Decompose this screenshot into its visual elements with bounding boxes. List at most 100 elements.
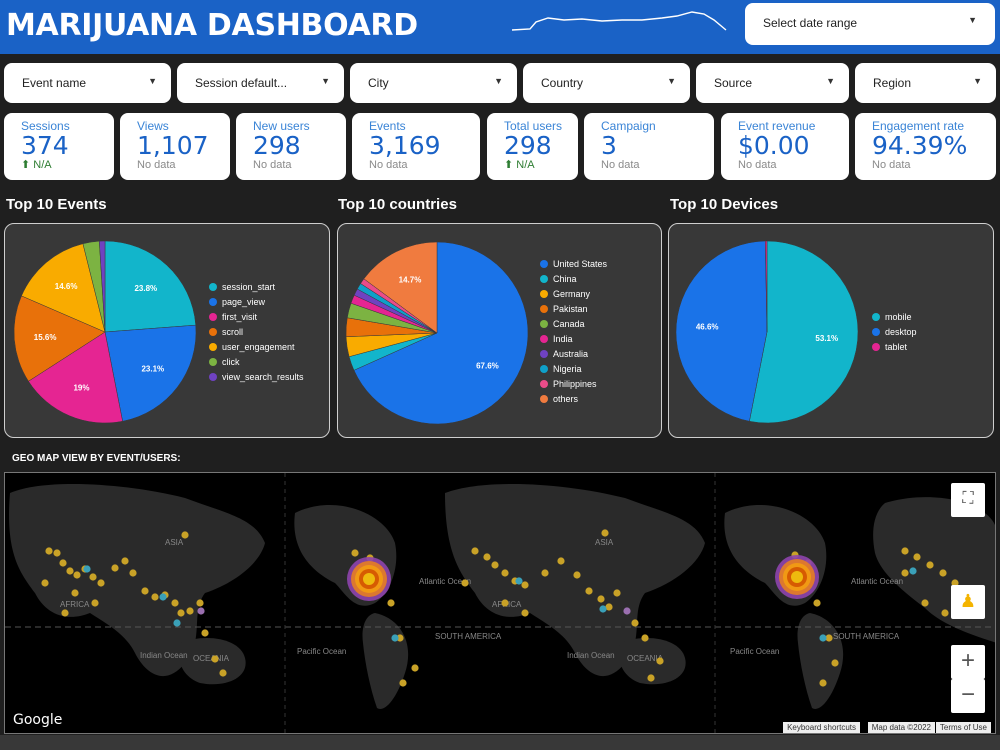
pie-slice[interactable] <box>675 240 768 422</box>
date-range-picker[interactable]: Select date range ▼ <box>745 3 995 45</box>
legend-item[interactable]: Nigeria <box>540 361 607 376</box>
map-marker[interactable] <box>491 561 499 569</box>
map-marker[interactable] <box>219 669 227 677</box>
map-marker[interactable] <box>159 593 167 601</box>
legend-item[interactable]: first_visit <box>209 309 304 324</box>
pie-slice[interactable] <box>99 240 106 333</box>
map-marker[interactable] <box>391 634 399 642</box>
legend-item[interactable]: page_view <box>209 294 304 309</box>
map-marker[interactable] <box>941 609 949 617</box>
zoom-out-button[interactable]: − <box>951 679 985 713</box>
map-marker[interactable] <box>501 569 509 577</box>
map-marker[interactable] <box>351 549 359 557</box>
map-marker[interactable] <box>601 529 609 537</box>
legend-item[interactable]: tablet <box>872 339 917 354</box>
map-marker[interactable] <box>521 581 529 589</box>
pie-slice[interactable] <box>104 324 197 422</box>
map-marker[interactable] <box>411 664 419 672</box>
map-marker[interactable] <box>83 565 91 573</box>
map-marker[interactable] <box>585 587 593 595</box>
keyboard-shortcuts-link[interactable]: Keyboard shortcuts <box>783 722 860 733</box>
map-marker[interactable] <box>41 579 49 587</box>
map-marker[interactable] <box>197 607 205 615</box>
map-marker[interactable] <box>129 569 137 577</box>
zoom-in-button[interactable]: + <box>951 645 985 679</box>
legend-item[interactable]: scroll <box>209 324 304 339</box>
map-marker[interactable] <box>939 569 947 577</box>
map-marker[interactable] <box>573 571 581 579</box>
map-marker[interactable] <box>521 609 529 617</box>
pie-slice[interactable] <box>104 240 197 333</box>
map-marker[interactable] <box>121 557 129 565</box>
map-marker[interactable] <box>951 579 959 587</box>
filter-session-default[interactable]: Session default... ▼ <box>177 63 344 103</box>
map-marker[interactable] <box>71 589 79 597</box>
pie-slice[interactable] <box>28 331 123 424</box>
pie-slice[interactable] <box>363 241 438 334</box>
map-marker[interactable] <box>605 603 613 611</box>
map-marker[interactable] <box>825 634 833 642</box>
street-view-pegman-icon[interactable]: ♟ <box>951 585 985 619</box>
map-marker[interactable] <box>557 557 565 565</box>
map-marker[interactable] <box>461 579 469 587</box>
map-marker[interactable] <box>613 589 621 597</box>
map-marker[interactable] <box>819 679 827 687</box>
filter-event-name[interactable]: Event name ▼ <box>4 63 171 103</box>
legend-item[interactable]: Pakistan <box>540 301 607 316</box>
map-marker[interactable] <box>597 595 605 603</box>
map-marker[interactable] <box>173 619 181 627</box>
legend-item[interactable]: others <box>540 391 607 406</box>
map-marker[interactable] <box>181 531 189 539</box>
map-marker[interactable] <box>631 619 639 627</box>
map-marker[interactable] <box>647 674 655 682</box>
filter-region[interactable]: Region ▼ <box>855 63 996 103</box>
map-cluster-marker[interactable] <box>791 571 803 583</box>
legend-item[interactable]: user_engagement <box>209 339 304 354</box>
map-marker[interactable] <box>91 599 99 607</box>
legend-item[interactable]: India <box>540 331 607 346</box>
pie-slice[interactable] <box>21 243 106 333</box>
map-marker[interactable] <box>211 655 219 663</box>
map-marker[interactable] <box>186 607 194 615</box>
map-marker[interactable] <box>926 561 934 569</box>
filter-city[interactable]: City ▼ <box>350 63 517 103</box>
map-marker[interactable] <box>901 547 909 555</box>
map-marker[interactable] <box>599 605 607 613</box>
map-marker[interactable] <box>177 609 185 617</box>
map-marker[interactable] <box>501 599 509 607</box>
map-cluster-marker[interactable] <box>363 573 375 585</box>
map-marker[interactable] <box>396 634 404 642</box>
map-marker[interactable] <box>641 634 649 642</box>
legend-item[interactable]: China <box>540 271 607 286</box>
map-marker[interactable] <box>151 593 159 601</box>
filter-source[interactable]: Source ▼ <box>696 63 849 103</box>
pie-slice[interactable] <box>353 241 529 425</box>
map-marker[interactable] <box>171 599 179 607</box>
filter-country[interactable]: Country ▼ <box>523 63 690 103</box>
map-marker[interactable] <box>921 599 929 607</box>
legend-item[interactable]: United States <box>540 256 607 271</box>
legend-item[interactable]: view_search_results <box>209 369 304 384</box>
map-marker[interactable] <box>53 549 61 557</box>
map-marker[interactable] <box>399 679 407 687</box>
fullscreen-icon[interactable]: ⛶ <box>951 483 985 517</box>
map-marker[interactable] <box>141 587 149 595</box>
legend-item[interactable]: mobile <box>872 309 917 324</box>
map-marker[interactable] <box>819 634 827 642</box>
map-marker[interactable] <box>201 629 209 637</box>
map-marker[interactable] <box>66 567 74 575</box>
legend-item[interactable]: Germany <box>540 286 607 301</box>
terms-of-use-link[interactable]: Terms of Use <box>935 722 991 733</box>
map-marker[interactable] <box>89 573 97 581</box>
map-marker[interactable] <box>515 577 523 585</box>
map-marker[interactable] <box>656 657 664 665</box>
map-marker[interactable] <box>623 607 631 615</box>
pie-slice[interactable] <box>13 295 106 382</box>
map-marker[interactable] <box>73 571 81 579</box>
map-marker[interactable] <box>901 569 909 577</box>
geo-map[interactable]: ASIA AFRICA Indian Ocean OCEANIA Pacific Oce… <box>4 472 996 734</box>
map-marker[interactable] <box>97 579 105 587</box>
legend-item[interactable]: Philippines <box>540 376 607 391</box>
map-marker[interactable] <box>813 599 821 607</box>
map-marker[interactable] <box>111 564 119 572</box>
